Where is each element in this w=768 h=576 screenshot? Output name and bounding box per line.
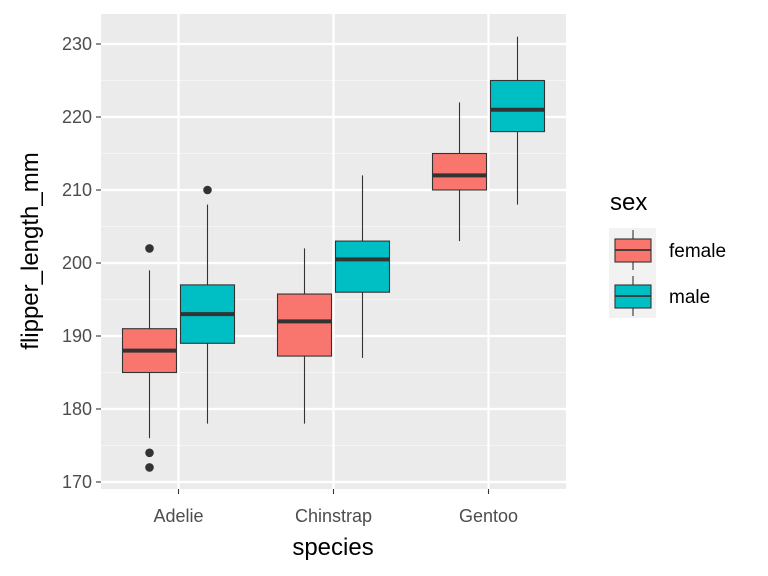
legend-label: female bbox=[669, 241, 726, 262]
x-tick-label: Chinstrap bbox=[295, 506, 372, 526]
box-series bbox=[121, 36, 546, 472]
y-tick-label: 170 bbox=[62, 472, 92, 492]
outlier-point bbox=[203, 185, 212, 195]
box-iqr bbox=[334, 240, 391, 293]
box-iqr bbox=[489, 79, 546, 133]
outlier-point bbox=[145, 448, 154, 458]
box-male-gentoo bbox=[489, 36, 546, 205]
box-male-adelie bbox=[179, 185, 236, 424]
outlier-point bbox=[145, 244, 154, 253]
legend-title: sex bbox=[610, 189, 647, 216]
x-axis: Adelie Chinstrap Gentoo bbox=[153, 489, 518, 526]
y-axis-title: flipper_length_mm bbox=[17, 152, 44, 349]
box-male-chinstrap bbox=[334, 175, 391, 358]
legend-key-female: female bbox=[614, 230, 726, 270]
outlier-point bbox=[145, 463, 154, 472]
legend: sex female male bbox=[609, 189, 726, 318]
y-tick-label: 190 bbox=[62, 326, 92, 346]
legend-label: male bbox=[669, 287, 710, 308]
legend-key-male: male bbox=[614, 276, 710, 316]
y-tick-label: 220 bbox=[62, 107, 92, 127]
x-tick-label: Gentoo bbox=[459, 506, 518, 526]
x-tick-label: Adelie bbox=[153, 506, 203, 526]
box-female-chinstrap bbox=[276, 248, 333, 424]
box-female-gentoo bbox=[431, 102, 488, 242]
y-tick-label: 210 bbox=[62, 180, 92, 200]
major-gridlines bbox=[101, 14, 566, 489]
y-tick-label: 230 bbox=[62, 34, 92, 54]
y-tick-label: 200 bbox=[62, 253, 92, 273]
box-iqr bbox=[276, 293, 333, 357]
y-axis: 170 180 190 200 210 220 230 bbox=[62, 34, 101, 492]
x-axis-title: species bbox=[292, 534, 373, 561]
y-tick-label: 180 bbox=[62, 399, 92, 419]
box-female-adelie bbox=[121, 244, 178, 472]
box-iqr bbox=[431, 152, 488, 191]
